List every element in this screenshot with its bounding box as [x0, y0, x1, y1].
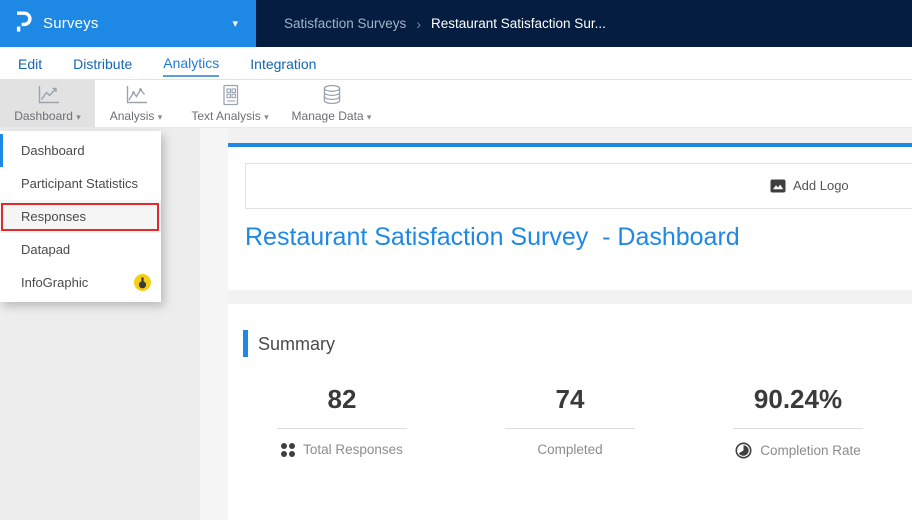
- tab-distribute[interactable]: Distribute: [73, 56, 133, 72]
- breadcrumb-separator: ›: [416, 15, 421, 32]
- logo-card: [245, 163, 912, 209]
- stat-completion-rate: 90.24% Completion Rate: [684, 384, 912, 459]
- stat-completed: 74 Completed: [456, 384, 684, 457]
- toolbar-dashboard-label: Dashboard ▾: [14, 109, 81, 123]
- stat-total-responses: 82 Total Responses: [228, 384, 456, 457]
- panel-accent-bar: [228, 143, 912, 147]
- text-analysis-icon: [219, 84, 241, 106]
- labs-flask-badge-icon: [134, 274, 151, 291]
- menu-item-dashboard[interactable]: Dashboard: [21, 143, 85, 158]
- app-title: Surveys: [43, 15, 99, 32]
- chevron-down-icon: ▾: [232, 18, 238, 30]
- analysis-chart-icon: [123, 84, 149, 106]
- menu-item-infographic[interactable]: InfoGraphic: [0, 266, 161, 299]
- questionpro-logo-icon: [14, 9, 34, 38]
- stat-underline: [505, 428, 635, 429]
- stat-label: Completion Rate: [760, 443, 861, 458]
- toolbar-text-analysis-label: Text Analysis ▾: [191, 109, 269, 123]
- tab-integration[interactable]: Integration: [250, 56, 317, 72]
- add-logo-label: Add Logo: [793, 178, 849, 193]
- chevron-down-icon: ▾: [366, 112, 372, 122]
- stat-underline: [733, 428, 863, 429]
- breadcrumb-current: Restaurant Satisfaction Sur...: [430, 16, 606, 31]
- stat-underline: [277, 428, 407, 429]
- summary-heading: Summary: [258, 334, 336, 354]
- breadcrumb-parent[interactable]: Satisfaction Surveys: [284, 16, 407, 31]
- stat-label: Total Responses: [303, 442, 403, 457]
- summary-panel: [228, 304, 912, 520]
- stat-value: 82: [327, 384, 357, 414]
- stat-value: 90.24%: [753, 384, 843, 414]
- chevron-down-icon: ▾: [76, 112, 81, 122]
- active-item-indicator: [0, 134, 3, 167]
- database-icon: [321, 84, 343, 106]
- summary-accent-bar: [243, 330, 248, 357]
- four-dots-icon: [281, 442, 296, 457]
- tab-edit[interactable]: Edit: [18, 56, 43, 72]
- toolbar-analysis-button[interactable]: Analysis ▾: [100, 80, 172, 127]
- page-gutter: [200, 128, 228, 520]
- tab-analytics[interactable]: Analytics: [163, 49, 220, 77]
- menu-item-responses[interactable]: Responses: [0, 200, 161, 233]
- toolbar-text-analysis-button[interactable]: Text Analysis ▾: [184, 80, 276, 127]
- stat-value: 74: [555, 384, 585, 414]
- page-title: Restaurant Satisfaction Survey - Dashboa…: [245, 223, 740, 251]
- toolbar-manage-data-label: Manage Data ▾: [291, 109, 372, 123]
- toolbar-analysis-label: Analysis ▾: [109, 109, 163, 123]
- survey-nav-tabs: Edit Distribute Analytics Integration: [0, 47, 912, 80]
- stat-label: Completed: [537, 442, 603, 457]
- dashboard-content: Add Logo Restaurant Satisfaction Survey …: [228, 128, 912, 520]
- section-divider: [228, 290, 912, 304]
- dashboard-chart-icon: [35, 84, 61, 106]
- add-logo-button[interactable]: Add Logo: [770, 178, 849, 193]
- app-switcher[interactable]: Surveys ▾: [0, 0, 256, 47]
- menu-item-datapad[interactable]: Datapad: [21, 242, 71, 257]
- chevron-down-icon: ▾: [157, 112, 163, 122]
- image-icon: [770, 179, 786, 192]
- toolbar-manage-data-button[interactable]: Manage Data ▾: [284, 80, 379, 127]
- menu-item-participant-statistics[interactable]: Participant Statistics: [21, 176, 139, 191]
- breadcrumb: Satisfaction Surveys › Restaurant Satisf…: [256, 0, 912, 47]
- dashboard-dropdown-menu: Dashboard Participant Statistics Respons…: [0, 131, 161, 302]
- chevron-down-icon: ▾: [264, 112, 269, 122]
- analytics-toolbar: Dashboard ▾ Analysis ▾ Text Analysis ▾: [0, 80, 912, 128]
- menu-item-label: InfoGraphic: [21, 275, 89, 290]
- pie-chart-icon: [735, 442, 752, 459]
- toolbar-dashboard-button[interactable]: Dashboard ▾: [0, 80, 95, 127]
